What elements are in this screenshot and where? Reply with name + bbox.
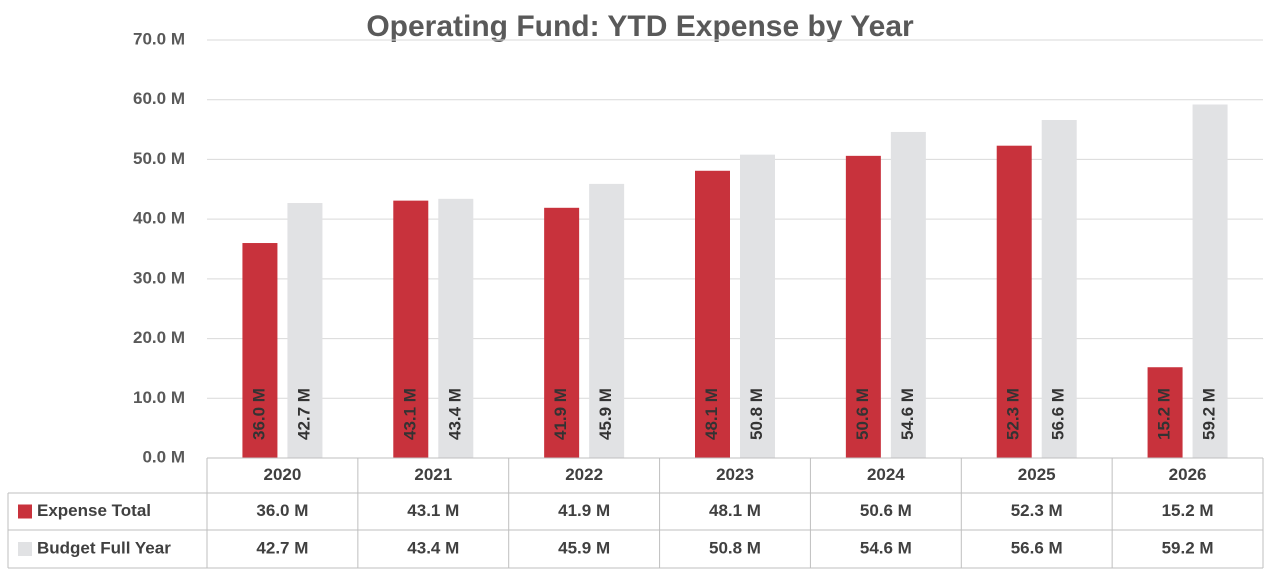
- y-tick-label: 30.0 M: [133, 268, 185, 287]
- legend-swatch: [18, 504, 32, 519]
- chart-title: Operating Fund: YTD Expense by Year: [366, 10, 914, 43]
- bar: [1192, 104, 1228, 459]
- value-label: 56.6 M: [1049, 388, 1068, 440]
- y-tick-label: 0.0 M: [142, 447, 185, 466]
- table-cell: 48.1 M: [709, 501, 761, 520]
- x-tick-label: 2022: [565, 465, 603, 484]
- x-tick-label: 2023: [716, 465, 754, 484]
- table-cell: 41.9 M: [558, 501, 610, 520]
- y-tick-label: 10.0 M: [133, 388, 185, 407]
- table-cell: 36.0 M: [256, 501, 308, 520]
- value-label: 50.6 M: [853, 388, 872, 440]
- legend-swatch: [18, 542, 32, 556]
- table-cell: 52.3 M: [1011, 501, 1063, 520]
- value-label: 45.9 M: [596, 388, 615, 440]
- value-label: 50.8 M: [747, 388, 766, 440]
- table-cell: 43.1 M: [407, 501, 459, 520]
- y-tick-label: 60.0 M: [133, 89, 185, 108]
- x-tick-label: 2024: [867, 465, 905, 484]
- value-label: 15.2 M: [1155, 388, 1174, 440]
- table-cell: 45.9 M: [558, 538, 610, 557]
- value-label: 59.2 M: [1200, 388, 1219, 440]
- bar: [438, 198, 474, 458]
- x-tick-label: 2020: [264, 465, 302, 484]
- table-cell: 50.6 M: [860, 501, 912, 520]
- bar: [287, 203, 323, 458]
- value-label: 43.4 M: [445, 388, 464, 440]
- y-tick-label: 50.0 M: [133, 149, 185, 168]
- bar: [1147, 367, 1183, 458]
- bar: [890, 131, 926, 458]
- bar: [393, 200, 429, 459]
- table-cell: 42.7 M: [256, 538, 308, 557]
- table-cell: 43.4 M: [407, 538, 459, 557]
- value-label: 42.7 M: [294, 388, 313, 440]
- legend-label: Budget Full Year: [37, 538, 171, 557]
- legend-label: Expense Total: [37, 501, 151, 520]
- y-tick-label: 20.0 M: [133, 328, 185, 347]
- value-label: 36.0 M: [249, 388, 268, 440]
- y-tick-label: 70.0 M: [133, 29, 185, 48]
- value-label: 52.3 M: [1004, 388, 1023, 440]
- value-label: 48.1 M: [702, 388, 721, 440]
- bar: [996, 145, 1032, 459]
- table-cell: 56.6 M: [1011, 538, 1063, 557]
- x-tick-label: 2025: [1018, 465, 1056, 484]
- x-tick-label: 2026: [1169, 465, 1207, 484]
- bar: [1041, 120, 1077, 458]
- x-tick-label: 2021: [414, 465, 452, 484]
- bar: [845, 155, 881, 459]
- bar: [740, 154, 775, 458]
- bar: [544, 207, 580, 458]
- value-label: 54.6 M: [898, 388, 917, 440]
- table-cell: 59.2 M: [1162, 538, 1214, 557]
- value-label: 41.9 M: [551, 388, 570, 440]
- bar: [695, 170, 730, 458]
- y-tick-label: 40.0 M: [133, 209, 185, 228]
- table-cell: 54.6 M: [860, 538, 912, 557]
- value-label: 43.1 M: [400, 388, 419, 440]
- table-cell: 50.8 M: [709, 538, 761, 557]
- bar: [242, 243, 278, 458]
- table-cell: 15.2 M: [1162, 501, 1214, 520]
- bar: [589, 183, 625, 458]
